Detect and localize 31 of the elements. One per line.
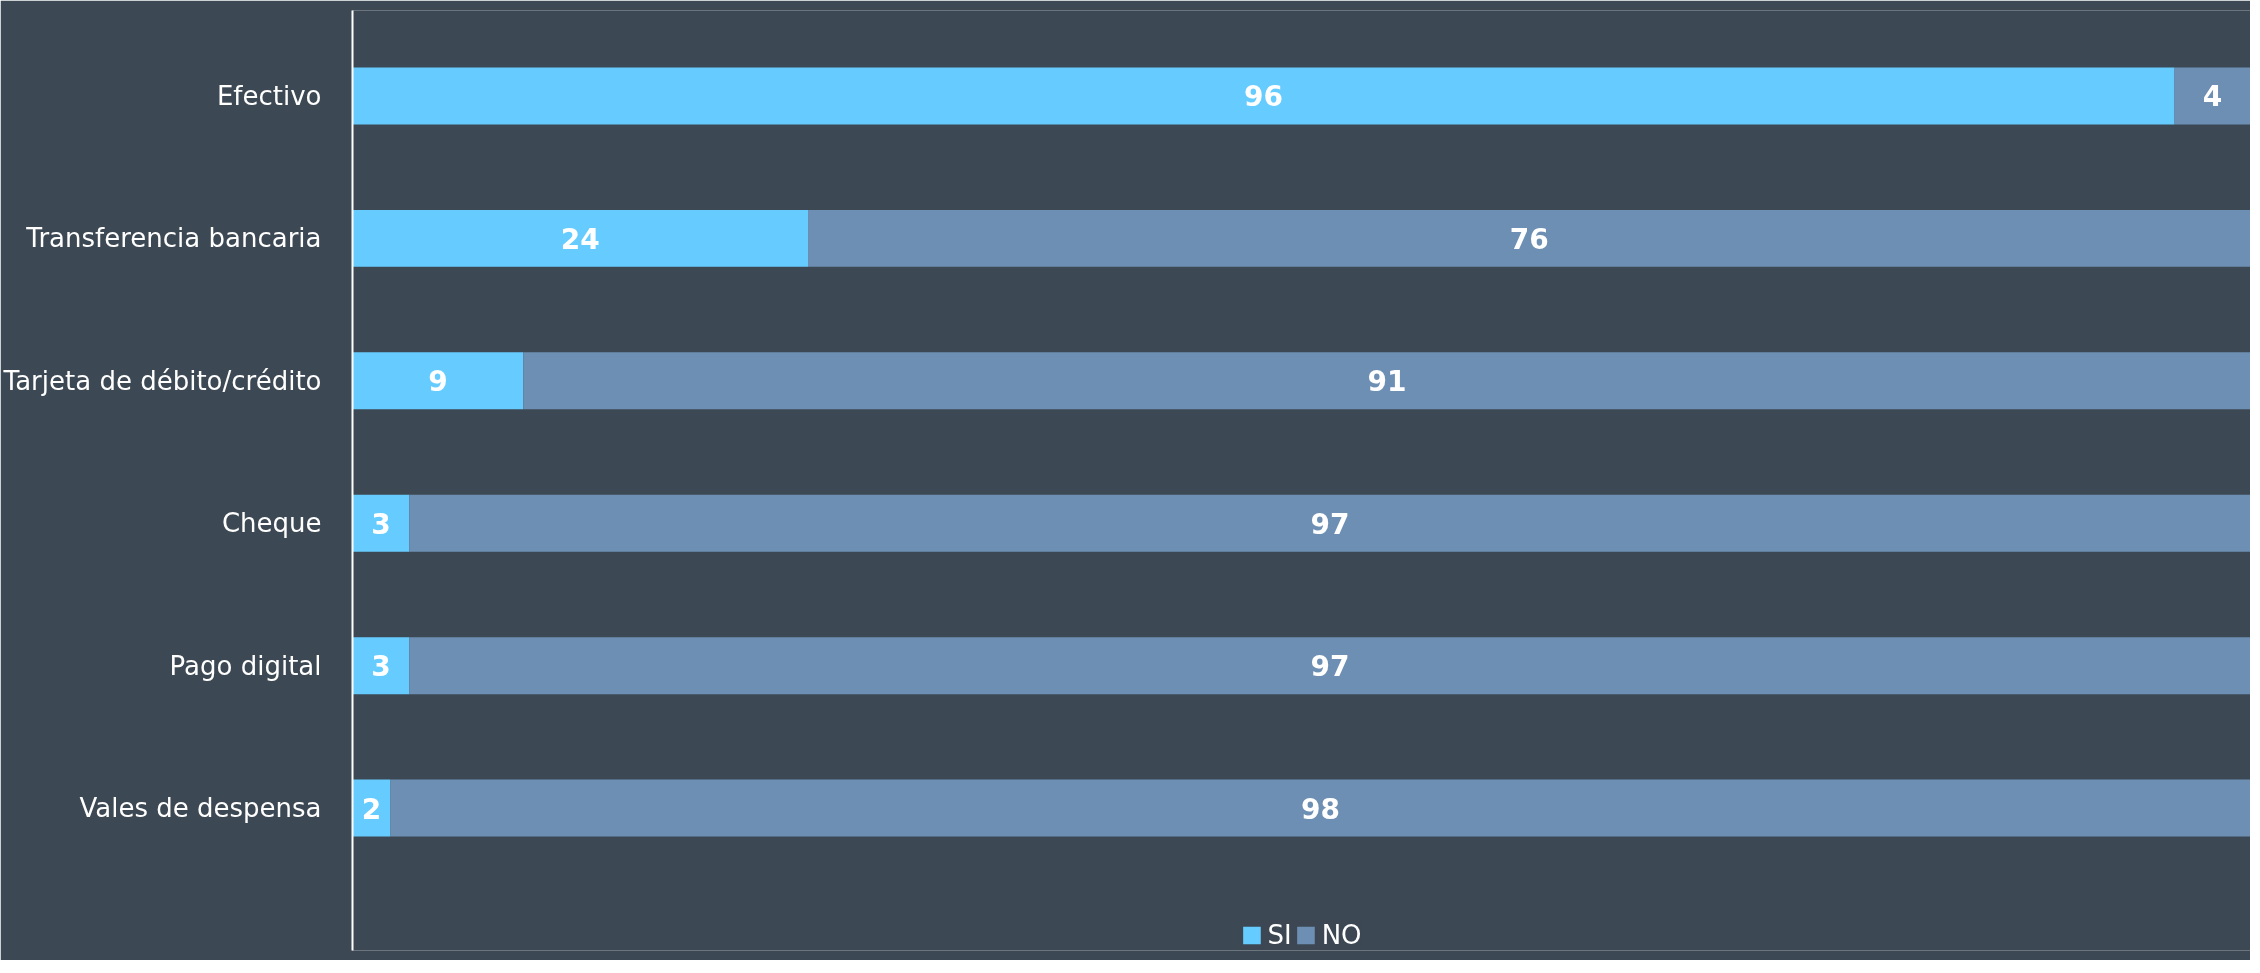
data-label: 97 [1310,507,1350,541]
data-label: 98 [1301,792,1340,826]
data-label: 4 [2202,80,2223,114]
bar [2174,67,2250,125]
y-tick-label: Pago digital [169,650,322,681]
legend-label: NO [1321,920,1362,950]
bar [390,779,2250,837]
bar [352,637,410,695]
bar [352,209,809,267]
y-tick-label: Vales de despensa [79,793,322,824]
y-tick-label: Tarjeta de débito/crédito [2,365,322,396]
data-label: 3 [371,650,391,684]
bar [352,494,410,552]
y-tick-label: Transferencia bancaria [25,223,322,254]
bar [409,494,2250,552]
bar [352,67,2175,125]
data-label: 96 [1244,80,1284,114]
data-label: 97 [1310,650,1350,684]
bar [409,637,2250,695]
y-tick-label: Cheque [221,508,322,539]
data-label: 24 [560,222,600,256]
data-label: 91 [1367,365,1407,399]
bar [352,352,524,410]
data-label: 3 [371,507,391,541]
data-label: 76 [1509,222,1549,256]
data-label: 9 [428,365,448,399]
bar [523,352,2250,410]
data-label: 2 [361,792,382,826]
y-tick-label: Efectivo [216,80,322,111]
bar [808,209,2250,267]
legend-label: SI [1267,920,1292,950]
